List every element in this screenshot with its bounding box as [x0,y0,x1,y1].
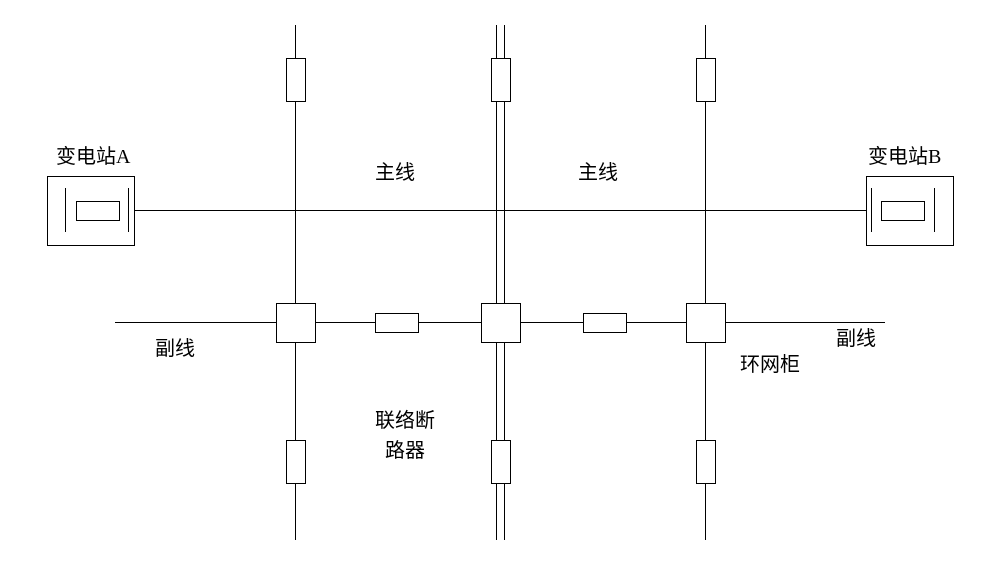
ring-main-unit-label: 环网柜 [740,352,800,378]
col2-bottom-breaker [491,440,511,484]
substation-a-right-bus [128,188,129,232]
substation-b-breaker [881,201,925,221]
col1-bottom-breaker [286,440,306,484]
secondary-line-label-1: 副线 [155,336,195,362]
col1-top-breaker [286,58,306,102]
main-line [65,210,935,211]
col3-bottom-breaker [696,440,716,484]
main-line-label-1: 主线 [375,160,415,186]
secondary-line-label-2: 副线 [836,326,876,352]
substation-b-left-bus [871,188,872,232]
substation-a-label: 变电站A [56,144,130,170]
col2-top-breaker [491,58,511,102]
substation-b-label: 变电站B [868,144,941,170]
col1-junction [276,303,316,343]
schematic-canvas: 变电站A 变电站B 主线 主线 副线 副线 环网柜 联络断 路器 [0,0,1000,565]
sec-breaker-2-3 [583,313,627,333]
tie-breaker-label-line1: 联络断 [375,408,435,434]
col3-junction [686,303,726,343]
substation-a-left-bus [65,188,66,232]
col3-top-breaker [696,58,716,102]
tie-breaker-label-line2: 路器 [385,438,425,464]
substation-a-breaker [76,201,120,221]
sec-breaker-1-2 [375,313,419,333]
col2-junction [481,303,521,343]
substation-b-right-bus [934,188,935,232]
main-line-label-2: 主线 [578,160,618,186]
